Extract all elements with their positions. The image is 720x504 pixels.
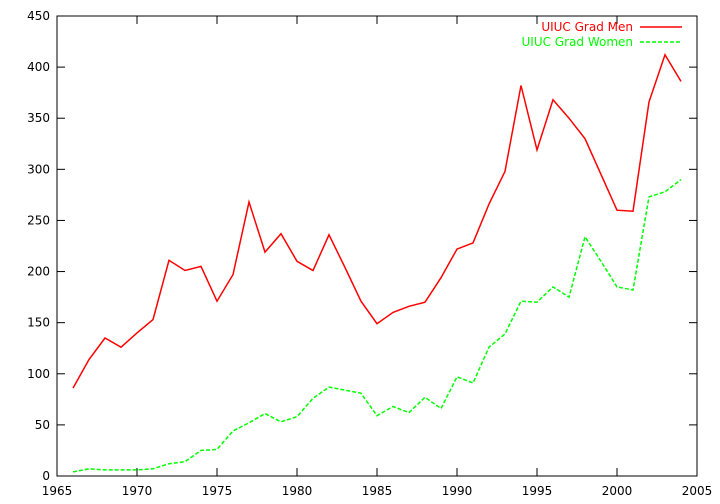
legend-label: UIUC Grad Men [541,20,633,34]
x-tick-label: 2000 [602,484,633,498]
plot-area-frame [56,15,698,477]
x-tick-label: 1975 [202,484,233,498]
y-tick-label: 0 [42,469,50,483]
y-tick-label: 150 [27,316,50,330]
y-tick-labels: 0 50 100 150 200 250 300 350 400 450 [27,9,50,483]
y-tick-label: 350 [27,111,50,125]
x-tick-label: 1990 [442,484,473,498]
axis-ticks [56,15,698,477]
x-tick-label: 2005 [682,484,713,498]
x-tick-label: 1985 [362,484,393,498]
y-tick-label: 200 [27,265,50,279]
x-tick-labels: 1965 1970 1975 1980 1985 1990 1995 2000 2005 [42,484,713,498]
x-tick-label: 1995 [522,484,553,498]
y-tick-label: 50 [35,418,50,432]
series-line-women [72,179,682,473]
legend-label: UIUC Grad Women [522,35,634,49]
x-tick-label: 1965 [42,484,73,498]
series-layer [72,53,682,473]
y-tick-label: 400 [27,60,50,74]
series-line-men [72,53,682,389]
y-tick-label: 300 [27,162,50,176]
x-tick-label: 1980 [282,484,313,498]
x-tick-label: 1970 [122,484,153,498]
y-tick-label: 100 [27,367,50,381]
y-tick-label: 250 [27,213,50,227]
y-tick-label: 450 [27,9,50,23]
